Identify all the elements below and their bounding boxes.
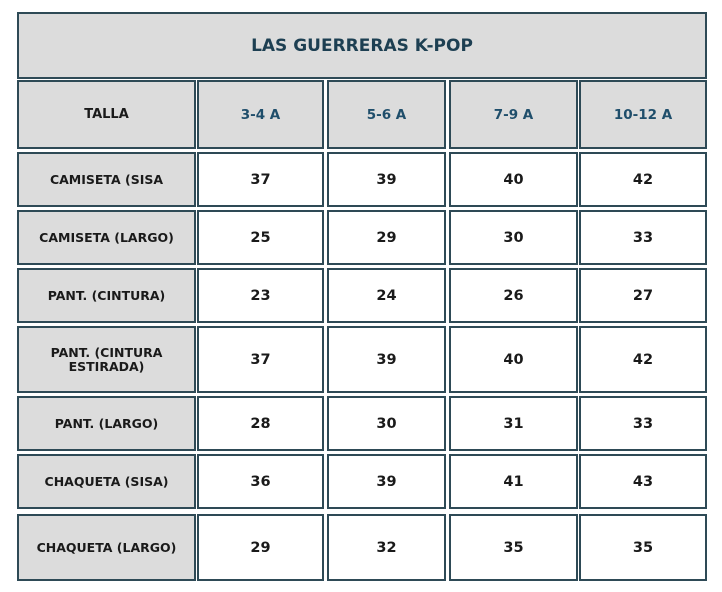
table-cell: 29 — [327, 210, 446, 265]
row-label: CHAQUETA (LARGO) — [17, 514, 196, 581]
table-cell: 26 — [449, 268, 578, 323]
table-cell: 43 — [579, 454, 707, 509]
table-cell: 27 — [579, 268, 707, 323]
table-cell: 39 — [327, 152, 446, 207]
table-cell: 40 — [449, 326, 578, 393]
table-cell: 35 — [579, 514, 707, 581]
table-cell: 24 — [327, 268, 446, 323]
table-title: LAS GUERRERAS K-POP — [17, 12, 707, 79]
table-cell: 30 — [449, 210, 578, 265]
column-header: 3-4 A — [197, 80, 324, 149]
table-cell: 42 — [579, 152, 707, 207]
column-header: 7-9 A — [449, 80, 578, 149]
table-cell: 23 — [197, 268, 324, 323]
table-cell: 28 — [197, 396, 324, 451]
row-label: CHAQUETA (SISA) — [17, 454, 196, 509]
table-cell: 33 — [579, 396, 707, 451]
table-cell: 37 — [197, 152, 324, 207]
column-header: 5-6 A — [327, 80, 446, 149]
column-header: 10-12 A — [579, 80, 707, 149]
table-cell: 41 — [449, 454, 578, 509]
table-cell: 30 — [327, 396, 446, 451]
table-cell: 29 — [197, 514, 324, 581]
row-label: PANT. (CINTURA) — [17, 268, 196, 323]
table-cell: 40 — [449, 152, 578, 207]
table-cell: 42 — [579, 326, 707, 393]
table-cell: 25 — [197, 210, 324, 265]
table-cell: 37 — [197, 326, 324, 393]
table-cell: 33 — [579, 210, 707, 265]
row-label: CAMISETA (LARGO) — [17, 210, 196, 265]
table-cell: 32 — [327, 514, 446, 581]
table-cell: 39 — [327, 326, 446, 393]
table-cell: 31 — [449, 396, 578, 451]
row-label: PANT. (LARGO) — [17, 396, 196, 451]
table-cell: 36 — [197, 454, 324, 509]
row-label: CAMISETA (SISA — [17, 152, 196, 207]
column-header: TALLA — [17, 80, 196, 149]
table-cell: 39 — [327, 454, 446, 509]
row-label: PANT. (CINTURA ESTIRADA) — [17, 326, 196, 393]
table-cell: 35 — [449, 514, 578, 581]
